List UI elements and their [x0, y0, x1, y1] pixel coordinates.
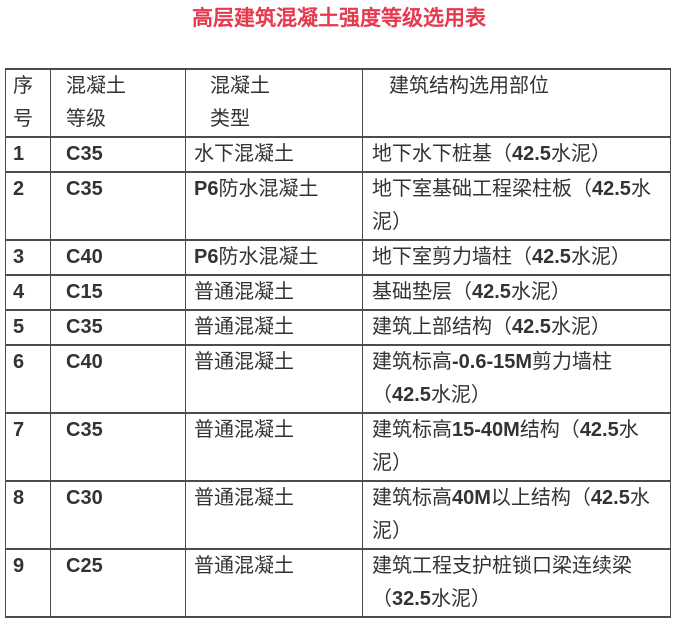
column-header-index: 序 号 — [5, 68, 51, 138]
cell-grade: C40 — [50, 239, 186, 276]
column-header-index-line1: 序 — [13, 75, 33, 97]
table-row: 4 C15 普通混凝土 基础垫层（42.5水泥） — [5, 274, 671, 311]
table-row: 3 C40 P6防水混凝土 地下室剪力墙柱（42.5水泥） — [5, 239, 671, 276]
cell-type: P6防水混凝土 — [185, 171, 363, 241]
concrete-grade-table: 序 号 混凝土 等级 混凝土 类型 建筑结构选用部位 1 C35 — [5, 68, 671, 618]
header-row: 序 号 混凝土 等级 混凝土 类型 建筑结构选用部位 — [5, 68, 671, 138]
cell-index: 4 — [5, 274, 51, 311]
cell-location: 地下室剪力墙柱（42.5水泥） — [362, 239, 671, 276]
cell-type: 普通混凝土 — [185, 412, 363, 482]
cell-index: 1 — [5, 136, 51, 173]
cell-type: 普通混凝土 — [185, 480, 363, 550]
column-header-type-line2: 类型 — [210, 108, 250, 130]
cell-type: P6防水混凝土 — [185, 239, 363, 276]
cell-type: 普通混凝土 — [185, 344, 363, 414]
page-title: 高层建筑混凝土强度等级选用表 — [192, 7, 486, 30]
cell-location: 建筑标高15-40M结构（42.5水泥） — [362, 412, 671, 482]
cell-grade: C35 — [50, 412, 186, 482]
cell-grade: C35 — [50, 136, 186, 173]
cell-index: 5 — [5, 309, 51, 346]
column-header-index-line2: 号 — [13, 108, 33, 130]
cell-type: 水下混凝土 — [185, 136, 363, 173]
cell-grade: C40 — [50, 344, 186, 414]
cell-type: 普通混凝土 — [185, 274, 363, 311]
column-header-grade: 混凝土 等级 — [50, 68, 186, 138]
cell-location: 建筑标高40M以上结构（42.5水泥） — [362, 480, 671, 550]
column-header-grade-line2: 等级 — [66, 108, 106, 130]
cell-index: 6 — [5, 344, 51, 414]
cell-index: 7 — [5, 412, 51, 482]
cell-grade: C35 — [50, 171, 186, 241]
column-header-type-line1: 混凝土 — [210, 75, 270, 97]
cell-location: 地下室基础工程梁柱板（42.5水泥） — [362, 171, 671, 241]
cell-type: 普通混凝土 — [185, 548, 363, 618]
cell-index: 2 — [5, 171, 51, 241]
column-header-type: 混凝土 类型 — [185, 68, 363, 138]
cell-location: 基础垫层（42.5水泥） — [362, 274, 671, 311]
table-row: 8 C30 普通混凝土 建筑标高40M以上结构（42.5水泥） — [5, 480, 671, 550]
table-row: 6 C40 普通混凝土 建筑标高-0.6-15M剪力墙柱（42.5水泥） — [5, 344, 671, 414]
cell-index: 8 — [5, 480, 51, 550]
cell-location: 建筑工程支护桩锁口梁连续梁（32.5水泥） — [362, 548, 671, 618]
cell-type: 普通混凝土 — [185, 309, 363, 346]
cell-grade: C30 — [50, 480, 186, 550]
cell-grade: C15 — [50, 274, 186, 311]
cell-index: 3 — [5, 239, 51, 276]
cell-grade: C25 — [50, 548, 186, 618]
table-row: 2 C35 P6防水混凝土 地下室基础工程梁柱板（42.5水泥） — [5, 171, 671, 241]
table-row: 1 C35 水下混凝土 地下水下桩基（42.5水泥） — [5, 136, 671, 173]
table-row: 9 C25 普通混凝土 建筑工程支护桩锁口梁连续梁（32.5水泥） — [5, 548, 671, 618]
cell-location: 建筑上部结构（42.5水泥） — [362, 309, 671, 346]
cell-grade: C35 — [50, 309, 186, 346]
column-header-location-line1: 建筑结构选用部位 — [389, 75, 549, 97]
table-row: 7 C35 普通混凝土 建筑标高15-40M结构（42.5水泥） — [5, 412, 671, 482]
table-row: 5 C35 普通混凝土 建筑上部结构（42.5水泥） — [5, 309, 671, 346]
cell-location: 建筑标高-0.6-15M剪力墙柱（42.5水泥） — [362, 344, 671, 414]
cell-location: 地下水下桩基（42.5水泥） — [362, 136, 671, 173]
cell-index: 9 — [5, 548, 51, 618]
column-header-location: 建筑结构选用部位 — [362, 68, 671, 138]
column-header-grade-line1: 混凝土 — [66, 75, 126, 97]
